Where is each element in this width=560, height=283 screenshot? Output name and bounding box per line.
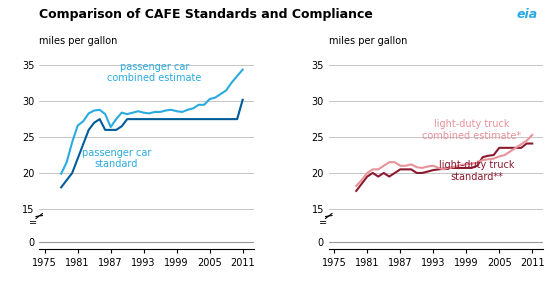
- Text: passenger car
combined estimate: passenger car combined estimate: [108, 62, 202, 83]
- Text: miles per gallon: miles per gallon: [329, 36, 407, 46]
- Text: =: =: [319, 218, 327, 228]
- Text: miles per gallon: miles per gallon: [39, 36, 118, 46]
- Text: light-duty truck
combined estimate*: light-duty truck combined estimate*: [422, 119, 521, 141]
- Text: eia: eia: [516, 8, 538, 22]
- Text: Comparison of CAFE Standards and Compliance: Comparison of CAFE Standards and Complia…: [39, 8, 373, 22]
- Text: =: =: [30, 218, 38, 228]
- Text: passenger car
standard: passenger car standard: [82, 148, 151, 170]
- Text: light-duty truck
standard**: light-duty truck standard**: [440, 160, 515, 182]
